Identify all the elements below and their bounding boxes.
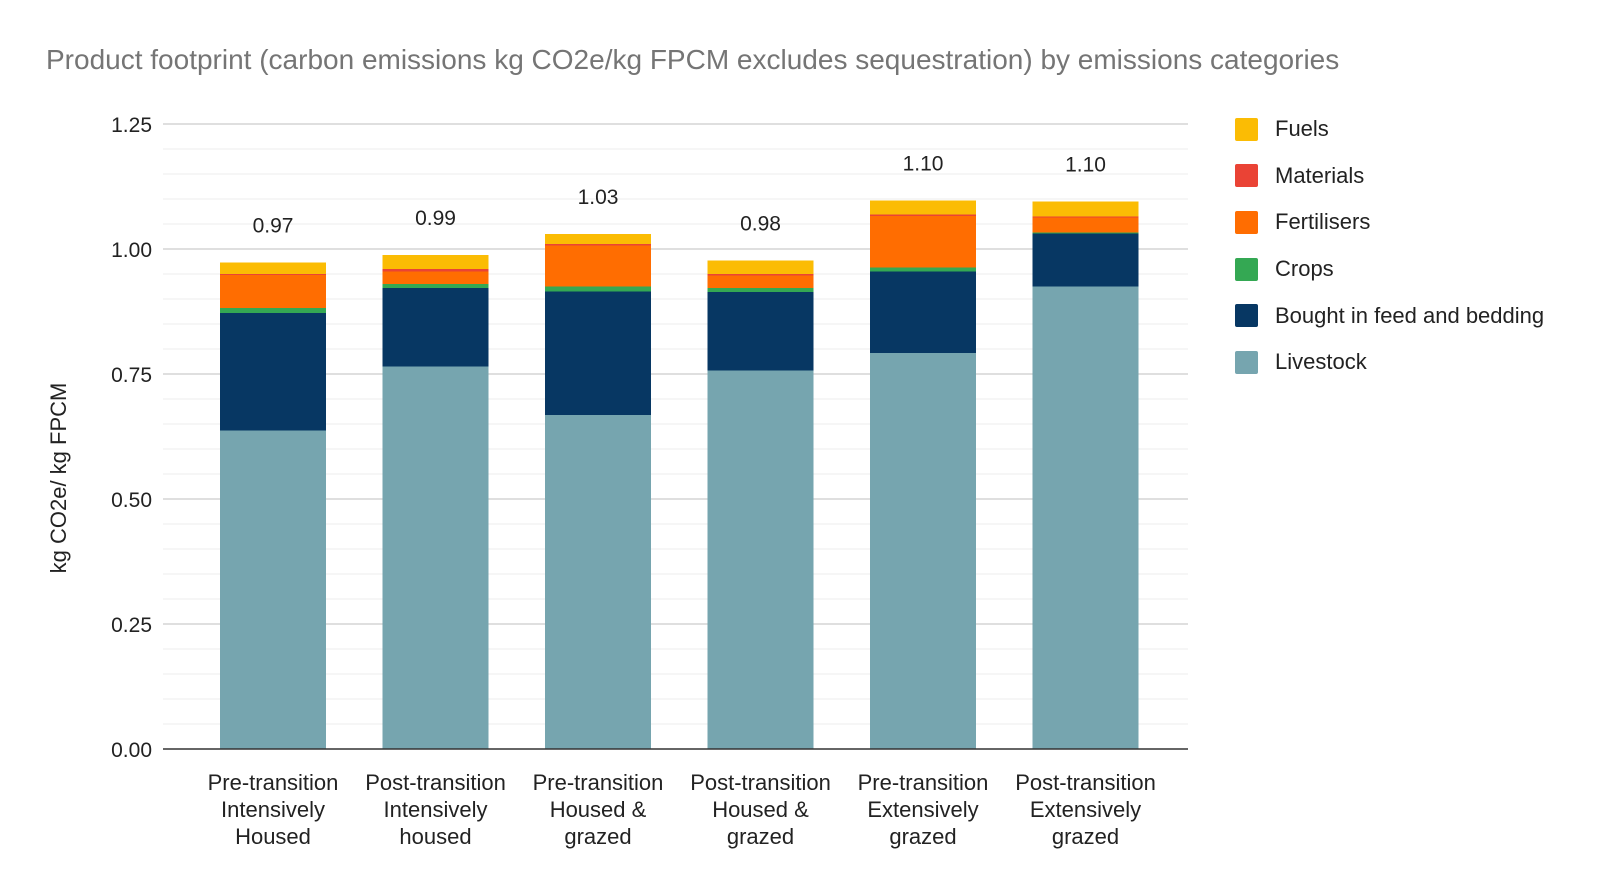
legend-swatch-materials (1235, 164, 1258, 188)
bar-segment-livestock (220, 430, 326, 749)
y-tick-label: 1.00 (111, 239, 152, 262)
x-tick-label: Housed & (550, 797, 647, 822)
bar-segment-crops (220, 308, 326, 313)
bar-segment-fuels (870, 200, 976, 215)
bar-segment-crops (545, 286, 651, 292)
x-tick-label: Housed & (712, 797, 809, 822)
y-tick-label: 0.00 (111, 739, 152, 762)
bar-segment-fertilisers (870, 216, 976, 268)
bar-segment-crops (707, 288, 814, 292)
total-label: 1.10 (903, 153, 944, 176)
bar-segment-livestock (382, 366, 489, 749)
x-tick-label: Extensively (867, 797, 978, 822)
y-axis-label: kg CO2e/ kg FPCM (46, 383, 71, 574)
x-tick-label: Post-transition (690, 770, 831, 795)
bar-stacks (220, 200, 1139, 749)
total-label: 0.98 (740, 213, 781, 236)
legend-swatch-bought-in-feed (1235, 304, 1258, 328)
x-tick-label: Pre-transition (208, 770, 339, 795)
total-label: 0.97 (253, 215, 294, 238)
y-tick-label: 0.25 (111, 614, 152, 637)
legend-swatch-fertilisers (1235, 210, 1258, 234)
x-tick-label: grazed (564, 824, 631, 849)
y-tick-label: 0.50 (111, 489, 152, 512)
bar-segment-fertilisers (1032, 217, 1139, 233)
bar-segment-fuels (220, 262, 326, 274)
legend-swatch-crops (1235, 257, 1258, 281)
x-tick-label: grazed (727, 824, 794, 849)
bar-segment-livestock (870, 353, 976, 749)
x-tick-label: Pre-transition (858, 770, 989, 795)
bar-segment-fertilisers (707, 275, 814, 288)
bar-segment-fertilisers (545, 245, 651, 287)
legend-item-livestock: Livestock (1235, 339, 1544, 386)
legend-item-bought-in-feed: Bought in feed and bedding (1235, 292, 1544, 339)
bar-segment-fuels (545, 234, 651, 244)
y-tick-label: 0.75 (111, 364, 152, 387)
bar-segment-bought-in-feed-and-bedding (220, 313, 326, 431)
total-label: 1.10 (1065, 154, 1106, 177)
bar-segment-materials (382, 269, 489, 272)
bar-segment-crops (1032, 232, 1139, 234)
bar-segment-fuels (707, 260, 814, 274)
bar-segment-crops (382, 284, 489, 288)
bar-segment-livestock (545, 415, 651, 749)
bar-segment-fertilisers (382, 271, 489, 284)
x-tick-label: housed (399, 824, 471, 849)
bar-segment-materials (1032, 216, 1139, 218)
bar-segment-materials (870, 214, 976, 216)
bar-segment-bought-in-feed-and-bedding (707, 292, 814, 371)
legend-item-fertilisers: Fertilisers (1235, 199, 1544, 246)
x-tick-label: Pre-transition (533, 770, 664, 795)
legend-swatch-fuels (1235, 117, 1258, 141)
x-tick-label: Intensively (221, 797, 325, 822)
legend-label: Bought in feed and bedding (1275, 302, 1545, 328)
total-labels: 0.97 0.99 1.03 0.98 1.10 1.10 (253, 153, 1106, 238)
legend-label: Livestock (1275, 349, 1367, 375)
x-tick-label: Extensively (1030, 797, 1141, 822)
bar-segment-materials (220, 274, 326, 275)
bar-segment-materials (707, 274, 814, 276)
legend-item-materials: Materials (1235, 153, 1544, 200)
x-tick-label: Post-transition (1015, 770, 1156, 795)
x-tick-label: grazed (1052, 824, 1119, 849)
legend-label: Crops (1275, 256, 1334, 282)
legend-swatch-livestock (1235, 350, 1258, 374)
y-tick-label: 1.25 (111, 114, 152, 137)
gridlines (163, 123, 1188, 725)
x-tick-label: Housed (235, 824, 311, 849)
total-label: 1.03 (578, 186, 619, 209)
total-label: 0.99 (415, 207, 456, 230)
legend-label: Fuels (1275, 116, 1329, 142)
y-axis-tick-labels: 0.00 0.25 0.50 0.75 1.00 1.25 (111, 114, 152, 762)
bar-segment-fertilisers (220, 275, 326, 308)
x-tick-label: Intensively (384, 797, 488, 822)
chart-legend: Fuels Materials Fertilisers Crops Bought… (1235, 106, 1544, 386)
x-axis-tick-labels: Pre-transitionIntensivelyHousedPost-tran… (208, 770, 1156, 849)
bar-segment-livestock (1032, 286, 1139, 749)
x-tick-label: Post-transition (365, 770, 506, 795)
legend-item-crops: Crops (1235, 246, 1544, 293)
bar-segment-materials (545, 244, 651, 246)
bar-segment-livestock (707, 370, 814, 749)
bar-segment-bought-in-feed-and-bedding (1032, 233, 1139, 287)
legend-item-fuels: Fuels (1235, 106, 1544, 153)
bar-segment-bought-in-feed-and-bedding (870, 271, 976, 353)
bar-segment-bought-in-feed-and-bedding (545, 291, 651, 415)
x-tick-label: grazed (889, 824, 956, 849)
bar-segment-bought-in-feed-and-bedding (382, 288, 489, 367)
chart-title: Product footprint (carbon emissions kg C… (46, 44, 1340, 75)
legend-label: Materials (1275, 162, 1365, 188)
bar-segment-fuels (382, 255, 489, 269)
bar-segment-fuels (1032, 201, 1139, 217)
legend-label: Fertilisers (1275, 209, 1371, 235)
bar-segment-crops (870, 267, 976, 272)
